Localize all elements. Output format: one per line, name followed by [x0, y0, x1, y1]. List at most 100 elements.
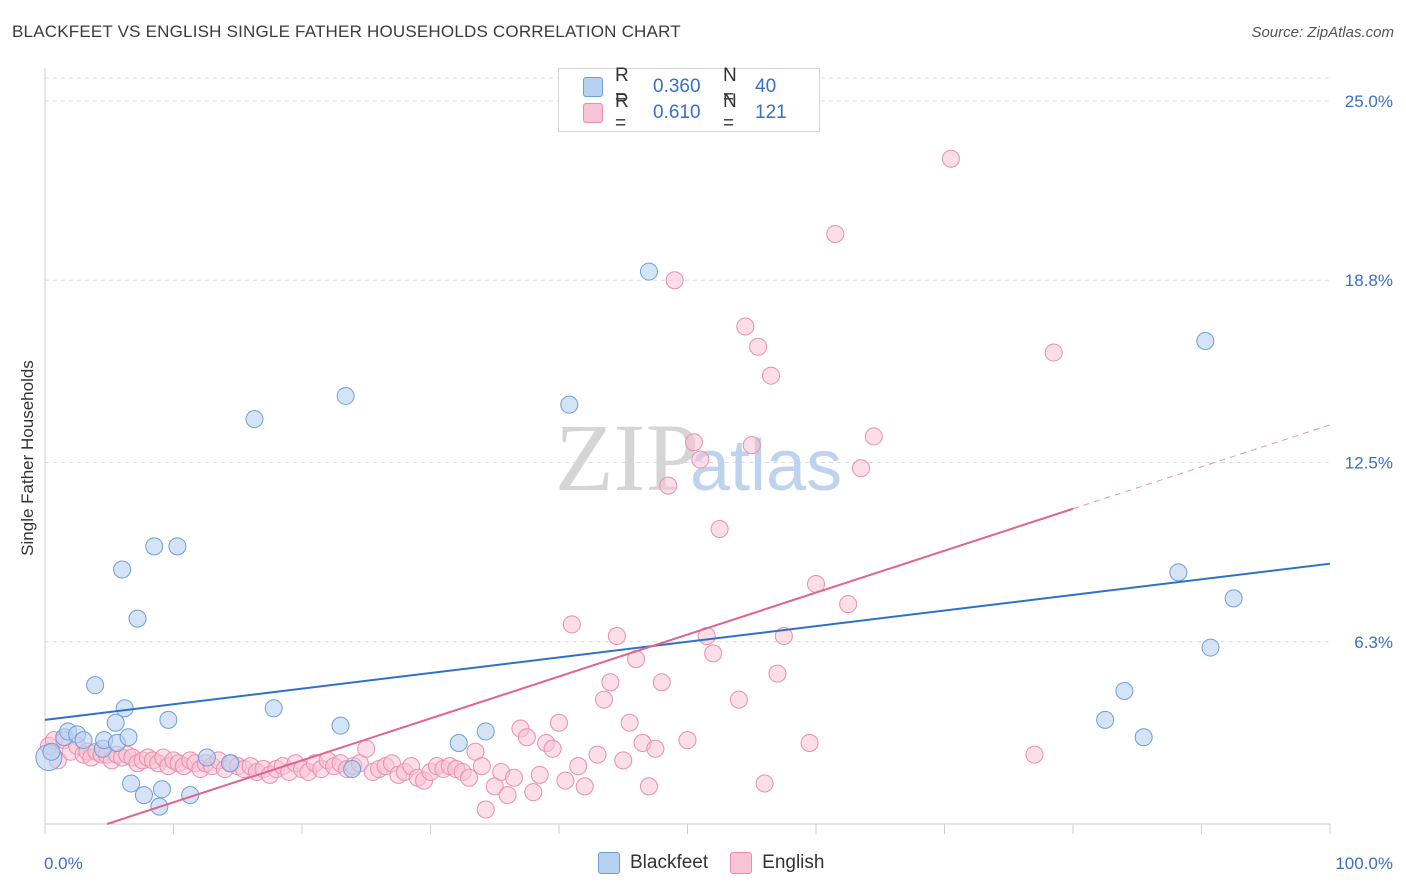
english-point — [678, 731, 697, 750]
english-point — [755, 774, 774, 793]
blackfeet-point — [1096, 710, 1115, 729]
series-legend: Blackfeet English — [598, 852, 846, 874]
blackfeet-point — [145, 537, 164, 556]
n-value-blackfeet: 40 — [755, 76, 777, 97]
trend-lines — [44, 424, 1331, 825]
grid-lines — [45, 77, 1330, 643]
blackfeet-point — [134, 786, 153, 805]
blackfeet-point — [74, 731, 93, 750]
english-point — [742, 436, 761, 455]
english-point — [524, 783, 543, 802]
blackfeet-point — [1134, 728, 1153, 747]
english-point — [659, 476, 678, 495]
english-point — [601, 673, 620, 692]
english-point — [736, 317, 755, 336]
english-point — [550, 713, 568, 732]
english-swatch — [583, 103, 603, 123]
english-point — [472, 757, 491, 776]
english-point — [864, 427, 883, 446]
blackfeet-point — [197, 748, 216, 767]
blackfeet-point — [639, 262, 658, 281]
blackfeet-point — [476, 722, 495, 741]
english-point — [684, 433, 703, 452]
english-points — [39, 149, 1063, 819]
english-point — [1025, 745, 1044, 764]
blackfeet-point — [152, 780, 171, 799]
english-point — [1044, 343, 1063, 362]
english-point — [543, 739, 562, 758]
correlation-legend: R = 0.360 N = 40 R = 0.610 N = 121 — [558, 65, 820, 134]
english-point — [517, 728, 536, 747]
blackfeet-point — [1169, 563, 1188, 582]
english-point — [800, 734, 819, 753]
english-point — [646, 739, 665, 758]
english-point — [498, 786, 517, 805]
english-point — [652, 673, 671, 692]
axes — [44, 68, 1331, 834]
blackfeet-swatch — [598, 852, 620, 874]
english-point — [941, 149, 960, 168]
english-point — [594, 690, 613, 709]
english-point — [665, 271, 684, 290]
blackfeet-point — [159, 710, 178, 729]
blackfeet-point — [343, 760, 362, 779]
watermark-zip: ZIP — [555, 404, 699, 511]
blackfeet-point — [106, 713, 125, 732]
blackfeet-point — [122, 774, 141, 793]
blackfeet-point — [221, 754, 240, 773]
english-trend-extension — [1072, 424, 1331, 510]
blackfeet-point — [1196, 331, 1215, 350]
blackfeet-point — [245, 410, 264, 429]
english-point — [729, 690, 748, 709]
english-point — [460, 768, 479, 787]
english-point — [357, 739, 376, 758]
legend-item-english[interactable]: English — [730, 852, 824, 874]
n-label: N = — [723, 91, 737, 134]
r-value-blackfeet: 0.360 — [653, 76, 701, 97]
blackfeet-point — [128, 609, 147, 628]
english-point — [562, 615, 581, 634]
english-swatch — [730, 852, 753, 874]
english-point — [607, 627, 626, 645]
english-point — [768, 664, 787, 683]
blackfeet-point — [1224, 589, 1243, 608]
english-point — [620, 713, 639, 732]
blackfeet-point — [113, 560, 132, 579]
legend-row-english: R = 0.610 N = 121 — [583, 91, 787, 134]
tick-labels: 6.3% 12.5% 18.8% 25.0% 0.0% 100.0% — [44, 92, 1393, 873]
y-tick-label: 25.0% — [1345, 92, 1393, 111]
english-point — [556, 771, 575, 790]
r-label: R = — [615, 65, 629, 108]
english-point — [575, 777, 594, 796]
english-point — [505, 768, 524, 787]
english-point — [588, 745, 607, 764]
english-point — [704, 644, 723, 663]
blackfeet-point — [115, 699, 134, 718]
legend-item-blackfeet[interactable]: Blackfeet — [598, 852, 708, 874]
blackfeet-point — [1115, 681, 1134, 700]
blackfeet-point — [119, 728, 138, 747]
chart-title: BLACKFEET VS ENGLISH SINGLE FATHER HOUSE… — [12, 22, 681, 41]
n-value-english: 121 — [755, 102, 787, 123]
blackfeet-point — [86, 676, 105, 695]
blackfeet-swatch — [583, 77, 603, 97]
blackfeet-point — [331, 716, 350, 735]
x-tick-label: 0.0% — [44, 854, 83, 873]
watermark-atlas: atlas — [690, 426, 842, 506]
english-point — [851, 459, 870, 478]
y-tick-label: 18.8% — [1345, 271, 1393, 290]
english-point — [774, 627, 793, 645]
y-tick-label: 6.3% — [1354, 633, 1393, 652]
blackfeet-point — [264, 699, 283, 718]
english-point — [639, 777, 658, 796]
english-point — [749, 337, 768, 356]
english-point — [476, 800, 495, 819]
english-point — [530, 765, 549, 784]
legend-row-blackfeet: R = 0.360 N = 40 — [583, 65, 777, 108]
english-point — [710, 519, 729, 538]
blackfeet-point — [336, 386, 355, 405]
n-label: N = — [723, 65, 737, 108]
blackfeet-point — [168, 537, 187, 556]
x-tick-label: 100.0% — [1335, 854, 1393, 873]
legend-label-blackfeet: Blackfeet — [630, 852, 709, 873]
